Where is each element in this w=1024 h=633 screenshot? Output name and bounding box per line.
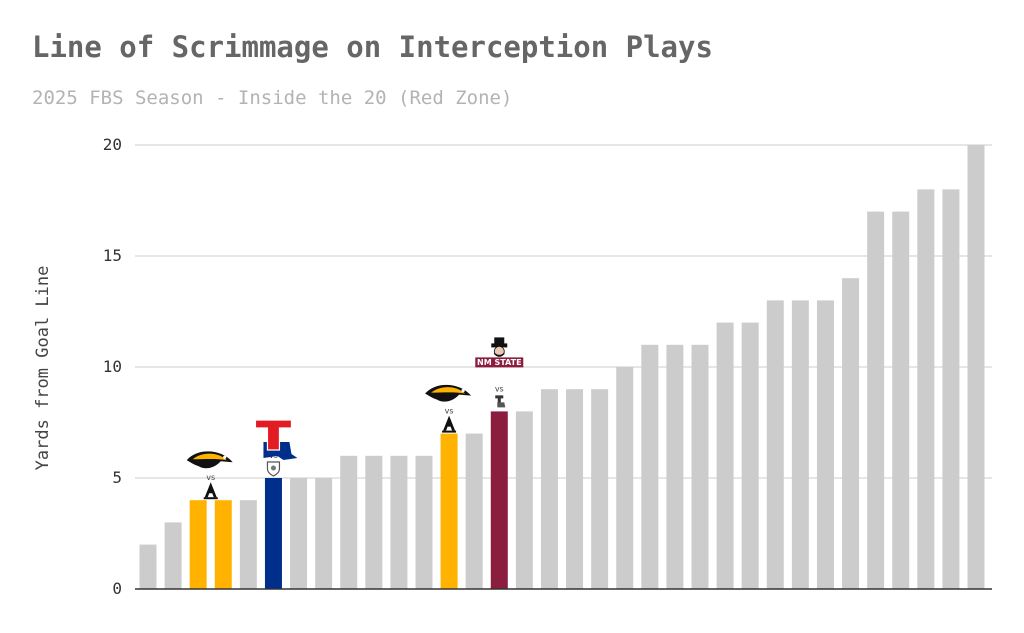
annotations: vs vs vs vs NM STATE xyxy=(186,337,524,500)
y-tick-label: 0 xyxy=(112,579,122,598)
bar xyxy=(766,300,784,589)
app-state-a-icon xyxy=(442,415,457,433)
bar xyxy=(691,344,709,589)
nm-state-logo-text: NM STATE xyxy=(477,358,522,367)
nm-state-mustache xyxy=(493,352,505,357)
bar xyxy=(741,322,759,589)
bar xyxy=(490,411,508,589)
chart-subtitle: 2025 FBS Season - Inside the 20 (Red Zon… xyxy=(32,87,513,109)
golden-eagle-body xyxy=(186,451,233,469)
golden-eagle-eye xyxy=(223,455,227,459)
golden-eagle-body xyxy=(425,384,472,402)
bar xyxy=(566,389,584,589)
bar xyxy=(415,455,433,589)
bar xyxy=(666,344,684,589)
app-state-a-shape xyxy=(443,415,456,431)
louisiana-tech-t-shape xyxy=(254,419,293,451)
bar xyxy=(641,344,659,589)
bar xyxy=(917,189,935,589)
golden-eagle-icon xyxy=(186,451,233,469)
bar xyxy=(616,367,634,589)
bar xyxy=(791,300,809,589)
bar xyxy=(892,211,910,589)
app-state-a-base xyxy=(203,497,218,500)
y-tick-label: 10 xyxy=(103,357,122,376)
bar xyxy=(340,455,358,589)
bar xyxy=(440,433,458,589)
bar xyxy=(315,478,333,589)
y-tick-label: 20 xyxy=(103,135,122,154)
nm-state-banner xyxy=(475,357,524,368)
y-tick-label: 15 xyxy=(103,246,122,265)
app-state-a-icon xyxy=(203,482,218,500)
matchup-annotation: vs xyxy=(425,384,472,433)
bar xyxy=(816,300,834,589)
matchup-annotation: vs xyxy=(254,419,298,477)
golden-eagle-highlight xyxy=(192,453,227,461)
vs-label: vs xyxy=(445,407,454,416)
louisiana-tech-mini-t xyxy=(495,395,504,406)
app-state-a-shape xyxy=(204,482,217,498)
bar xyxy=(515,411,533,589)
bar xyxy=(365,455,383,589)
golden-eagle-eye xyxy=(461,389,465,393)
bar xyxy=(264,478,282,589)
bar xyxy=(942,189,960,589)
louisiana-tech-logo-icon xyxy=(254,419,298,460)
y-axis-ticks: 0 5 10 15 20 xyxy=(103,135,122,598)
bar xyxy=(239,500,257,589)
bar xyxy=(189,500,207,589)
vs-label: vs xyxy=(495,384,504,393)
bar xyxy=(139,544,157,589)
louisiana-tech-mini-icon xyxy=(495,395,506,408)
nm-state-hat-top xyxy=(494,337,505,345)
louisiana-tech-mini-state xyxy=(497,402,506,408)
shield-badge-icon xyxy=(266,461,281,477)
nm-state-hat-brim xyxy=(491,343,508,348)
bar xyxy=(967,145,985,589)
golden-eagle-icon xyxy=(425,384,472,402)
bar xyxy=(842,278,860,589)
bar xyxy=(465,433,483,589)
app-state-a-base xyxy=(442,430,457,433)
shield-badge-center xyxy=(270,465,276,471)
y-axis-label: Yards from Goal Line xyxy=(33,266,53,471)
bar xyxy=(290,478,308,589)
bar xyxy=(540,389,558,589)
matchup-annotation: vs xyxy=(186,451,233,500)
bar xyxy=(390,455,408,589)
bar xyxy=(214,500,232,589)
bar xyxy=(591,389,609,589)
bar xyxy=(716,322,734,589)
y-tick-label: 5 xyxy=(112,468,122,487)
chart-title: Line of Scrimmage on Interception Plays xyxy=(32,30,713,64)
bar xyxy=(164,522,182,589)
golden-eagle-highlight xyxy=(431,387,466,394)
bars xyxy=(139,145,985,589)
vs-label: vs xyxy=(206,473,215,482)
nm-state-logo-icon: NM STATE xyxy=(475,337,524,368)
bar xyxy=(867,211,885,589)
matchup-annotation: vs NM STATE xyxy=(475,337,524,408)
